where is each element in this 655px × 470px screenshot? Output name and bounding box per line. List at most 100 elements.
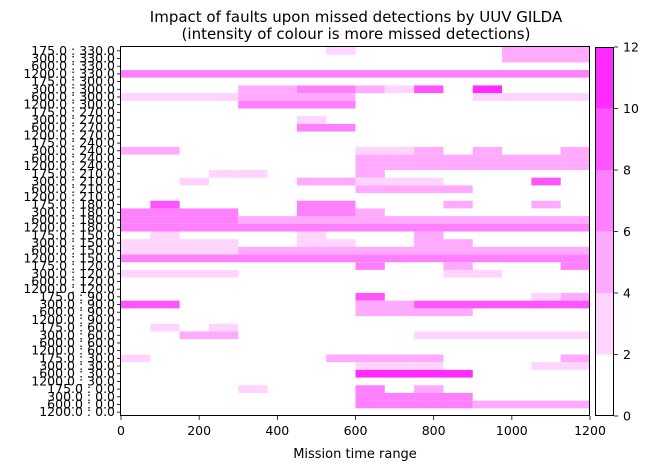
x-tick-label: 1000 <box>496 423 528 438</box>
colorbar: 0 2 4 6 8 10 12 <box>595 40 639 424</box>
y-tick-label: 600.0 : 240.0 <box>31 150 115 165</box>
x-axis-ticks: 0 200 400 600 800 1000 1200 <box>117 416 606 438</box>
heatmap-cell <box>355 354 415 363</box>
heatmap-cell <box>502 47 590 55</box>
heatmap-cell <box>121 70 590 78</box>
heatmap-cell <box>179 177 209 186</box>
y-tick-label: 600.0 : 180.0 <box>31 212 115 227</box>
y-tick-label: 175.0 : 120.0 <box>31 258 115 273</box>
y-tick-label: 300.0 : 120.0 <box>31 266 115 281</box>
heatmap-cell <box>121 246 239 255</box>
y-tick-label: 175.0 : 180.0 <box>31 197 115 212</box>
colorbar-tick-label: 6 <box>623 224 631 239</box>
heatmap-cell <box>355 146 415 155</box>
heatmap-cell <box>472 400 590 409</box>
heatmap-cell <box>414 146 444 155</box>
heatmap-cell <box>355 262 385 270</box>
heatmap-cell <box>355 300 415 309</box>
y-tick-label: 600.0 : 0.0 <box>47 396 115 411</box>
y-tick-label: 300.0 : 330.0 <box>31 51 115 66</box>
heatmap-cell <box>296 85 356 94</box>
x-axis-label: Mission time range <box>293 447 417 462</box>
heatmap-cell <box>296 208 356 217</box>
heatmap-cell <box>414 262 444 270</box>
y-tick-label: 300.0 : 240.0 <box>31 143 115 158</box>
colorbar-segment <box>595 47 614 109</box>
y-tick-label: 1200.0 : 270.0 <box>23 127 115 142</box>
y-tick-label: 175.0 : 270.0 <box>31 104 115 119</box>
heatmap-cells <box>121 47 590 409</box>
heatmap-cell <box>121 146 180 155</box>
heatmap-cell <box>414 231 444 240</box>
y-tick-label: 175.0 : 30.0 <box>39 350 115 365</box>
heatmap-cell <box>121 354 151 363</box>
y-tick-label: 1200.0 : 60.0 <box>31 343 115 358</box>
y-tick-label: 175.0 : 240.0 <box>31 135 115 150</box>
colorbar-segment <box>595 108 614 170</box>
heatmap-cell <box>531 200 561 209</box>
heatmap-cell <box>121 77 590 86</box>
heatmap-cell <box>414 239 473 247</box>
heatmap-cell <box>355 400 473 409</box>
heatmap-cell <box>355 170 385 178</box>
heatmap-cell <box>296 200 356 209</box>
heatmap-cell <box>414 331 590 340</box>
heatmap-cell <box>443 200 473 209</box>
heatmap-cell <box>384 85 415 94</box>
heatmap-cell <box>414 154 590 163</box>
heatmap-cell <box>560 262 590 270</box>
colorbar-tick-label: 0 <box>623 409 631 424</box>
y-tick-label: 1200.0 : 0.0 <box>39 404 115 419</box>
x-tick-label: 0 <box>117 423 125 438</box>
colorbar-tick-label: 12 <box>623 40 639 55</box>
heatmap-cell <box>355 362 444 370</box>
heatmap-cell <box>355 154 415 163</box>
heatmap-cell <box>355 308 473 317</box>
heatmap-cell <box>296 123 356 132</box>
heatmap-cell <box>355 293 385 301</box>
colorbar-tick-label: 8 <box>623 163 631 178</box>
heatmap-cell <box>150 200 180 209</box>
heatmap-cell <box>208 323 239 332</box>
heatmap-cell <box>355 385 385 393</box>
heatmap-cell <box>414 85 444 94</box>
heatmap-cell <box>121 208 239 217</box>
heatmap-cell <box>121 254 590 263</box>
x-tick-label: 200 <box>187 423 211 438</box>
heatmap-cell <box>121 216 239 224</box>
colorbar-segment <box>595 170 614 232</box>
colorbar-tick-label: 10 <box>623 101 639 116</box>
colorbar-segment <box>595 354 614 416</box>
heatmap-cell <box>355 246 590 255</box>
heatmap-cell <box>238 385 268 393</box>
y-tick-label: 600.0 : 210.0 <box>31 181 115 196</box>
y-tick-label: 1200.0 : 300.0 <box>23 97 115 112</box>
y-tick-label: 300.0 : 0.0 <box>47 389 115 404</box>
heatmap-cell <box>238 170 268 178</box>
heatmap-cell <box>355 85 385 94</box>
x-tick-label: 800 <box>422 423 446 438</box>
heatmap-cell <box>414 162 590 170</box>
colorbar-tick-label: 4 <box>623 286 631 301</box>
heatmap-cell <box>355 323 385 332</box>
y-tick-label: 1200.0 : 90.0 <box>31 312 115 327</box>
y-tick-label: 1200.0 : 240.0 <box>23 158 115 173</box>
heatmap-cell <box>179 331 239 340</box>
heatmap-cell <box>208 139 239 147</box>
heatmap-cell <box>326 47 356 55</box>
y-tick-label: 300.0 : 60.0 <box>39 327 115 342</box>
y-tick-label: 600.0 : 30.0 <box>39 366 115 381</box>
heatmap-cell <box>150 323 180 332</box>
heatmap-cell <box>355 185 473 194</box>
y-tick-label: 175.0 : 90.0 <box>39 289 115 304</box>
y-tick-label: 600.0 : 330.0 <box>31 58 115 73</box>
heatmap-cell <box>296 231 327 240</box>
y-tick-label: 300.0 : 300.0 <box>31 81 115 96</box>
heatmap-cell <box>560 293 590 301</box>
y-tick-label: 300.0 : 150.0 <box>31 235 115 250</box>
y-tick-label: 1200.0 : 150.0 <box>23 250 115 265</box>
heatmap-cell <box>531 177 561 186</box>
y-tick-label: 175.0 : 210.0 <box>31 166 115 181</box>
